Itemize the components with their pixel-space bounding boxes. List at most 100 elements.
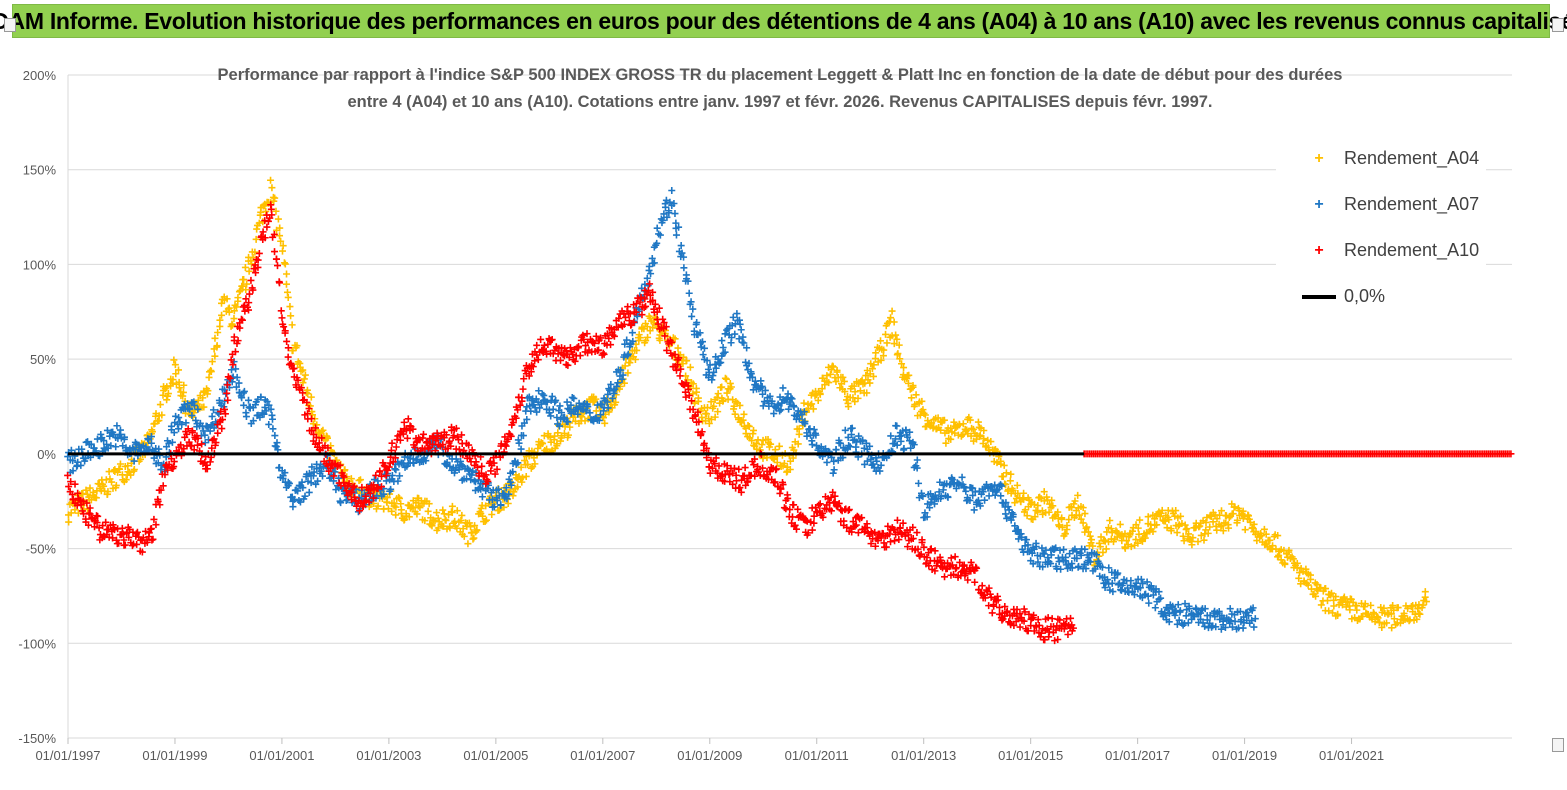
point-rendement-a10	[93, 519, 101, 527]
point-rendement-a07	[1144, 592, 1152, 600]
point-rendement-a07	[147, 433, 155, 441]
point-rendement-a04	[963, 426, 971, 434]
point-rendement-a10	[735, 465, 743, 473]
point-rendement-a07	[565, 406, 573, 414]
point-rendement-a10	[661, 332, 669, 340]
resize-handle-bottom-right[interactable]	[1552, 738, 1564, 752]
point-rendement-a07	[563, 398, 571, 406]
x-tick-label: 01/01/2011	[785, 748, 849, 763]
point-rendement-a10	[384, 466, 392, 474]
point-rendement-a04	[1244, 512, 1252, 520]
point-rendement-a04	[1375, 619, 1383, 627]
point-rendement-a07	[604, 404, 612, 412]
point-rendement-a10	[184, 425, 192, 433]
point-rendement-a04	[425, 500, 433, 508]
point-rendement-a04	[504, 500, 512, 508]
point-rendement-a10	[95, 524, 103, 532]
point-rendement-a04	[705, 419, 713, 427]
point-rendement-a04	[459, 525, 467, 533]
point-rendement-a07	[144, 435, 152, 443]
point-rendement-a07	[184, 400, 192, 408]
legend-label-zero: 0,0%	[1344, 286, 1386, 306]
point-rendement-a04	[689, 380, 697, 388]
point-rendement-a04	[1325, 607, 1333, 615]
point-rendement-a04	[433, 509, 441, 517]
point-rendement-a04	[818, 385, 826, 393]
point-rendement-a04	[1075, 511, 1083, 519]
point-rendement-a04	[1173, 529, 1181, 537]
point-rendement-a10	[964, 576, 972, 584]
point-rendement-a07	[788, 395, 796, 403]
point-rendement-a10	[967, 558, 975, 566]
point-rendement-a10	[867, 540, 875, 548]
point-rendement-a04	[624, 369, 632, 377]
point-rendement-a04	[1338, 601, 1346, 609]
point-rendement-a04	[1332, 593, 1340, 601]
point-rendement-a04	[870, 361, 878, 369]
point-rendement-a10	[64, 471, 72, 479]
point-rendement-a07	[1109, 588, 1117, 596]
point-rendement-a07	[733, 310, 741, 318]
point-rendement-a10	[194, 441, 202, 449]
point-rendement-a04	[243, 280, 251, 288]
point-rendement-a04	[1400, 609, 1408, 617]
chart-title-line-2: entre 4 (A04) et 10 ans (A10). Cotations…	[347, 93, 1213, 111]
point-rendement-a04	[71, 506, 79, 514]
resize-handle-top-right[interactable]	[1552, 18, 1564, 32]
point-rendement-a07	[790, 403, 798, 411]
point-rendement-a04	[465, 519, 473, 527]
point-rendement-a07	[997, 481, 1005, 489]
point-rendement-a04	[299, 379, 307, 387]
point-rendement-a07	[1018, 533, 1026, 541]
point-rendement-a07	[758, 382, 766, 390]
point-rendement-a10	[671, 351, 679, 359]
point-rendement-a10	[1003, 607, 1011, 615]
point-rendement-a07	[242, 413, 250, 421]
point-rendement-a04	[557, 434, 565, 442]
point-rendement-a04	[1239, 507, 1247, 515]
point-rendement-a10	[990, 601, 998, 609]
point-rendement-a04	[854, 394, 862, 402]
point-rendement-a07	[717, 359, 725, 367]
point-rendement-a07	[991, 481, 999, 489]
point-rendement-a04	[1353, 602, 1361, 610]
point-rendement-a04	[1134, 539, 1142, 547]
point-rendement-a10	[816, 500, 824, 508]
point-rendement-a07	[678, 249, 686, 257]
point-rendement-a10	[377, 483, 385, 491]
point-rendement-a10	[252, 269, 260, 277]
point-rendement-a10	[245, 306, 253, 314]
point-rendement-a07	[174, 425, 182, 433]
point-rendement-a07	[711, 360, 719, 368]
point-rendement-a07	[665, 207, 673, 215]
point-rendement-a10	[738, 476, 746, 484]
point-rendement-a10	[950, 570, 958, 578]
point-rendement-a07	[533, 408, 541, 416]
point-rendement-a04	[1262, 530, 1270, 538]
point-rendement-a04	[1266, 536, 1274, 544]
point-rendement-a10	[527, 368, 535, 376]
point-rendement-a04	[534, 444, 542, 452]
point-rendement-a10	[780, 504, 788, 512]
point-rendement-a10	[442, 431, 450, 439]
point-rendement-a10	[1029, 614, 1037, 622]
point-rendement-a07	[1052, 544, 1060, 552]
point-rendement-a04	[448, 509, 456, 517]
point-rendement-a07	[387, 485, 395, 493]
point-rendement-a10	[759, 464, 767, 472]
point-rendement-a10	[161, 471, 169, 479]
point-rendement-a04	[1177, 512, 1185, 520]
point-rendement-a07	[902, 426, 910, 434]
point-rendement-a07	[1068, 564, 1076, 572]
resize-handle-top-left[interactable]	[4, 18, 16, 32]
point-rendement-a07	[199, 427, 207, 435]
point-rendement-a07	[69, 467, 77, 475]
point-rendement-a04	[1274, 532, 1282, 540]
point-rendement-a07	[370, 476, 378, 484]
point-rendement-a04	[1260, 525, 1268, 533]
point-rendement-a04	[1387, 610, 1395, 618]
point-rendement-a10	[624, 303, 632, 311]
point-rendement-a10	[625, 317, 633, 325]
point-rendement-a04	[1002, 469, 1010, 477]
report-title: ADAM Informe. Evolution historique des p…	[0, 7, 1567, 34]
